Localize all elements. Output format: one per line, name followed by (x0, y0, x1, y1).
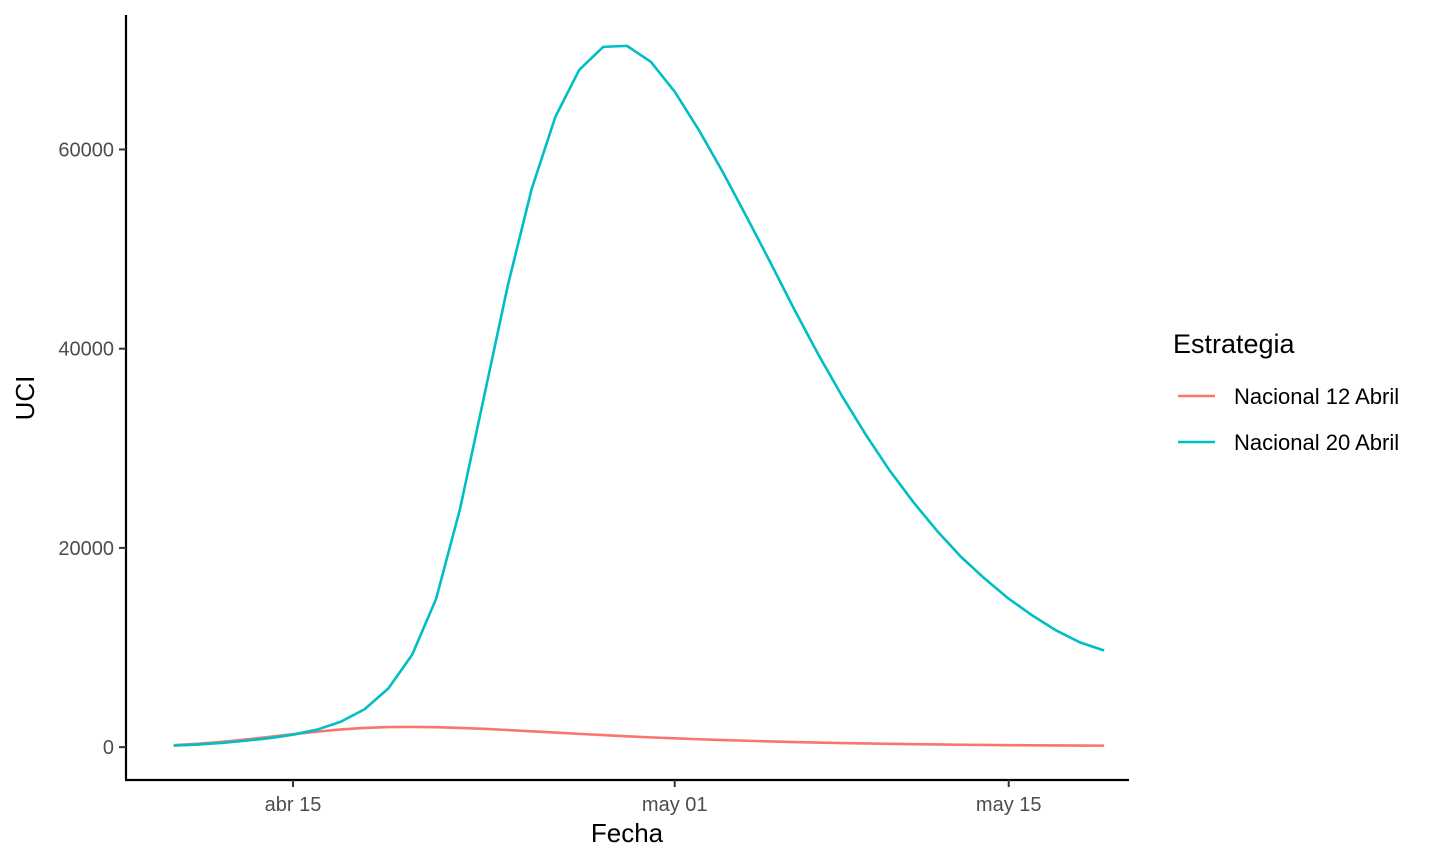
x-axis-ticks: abr 15 may 01 may 15 (265, 780, 1042, 816)
y-axis-ticks: 0 20000 40000 60000 (58, 139, 126, 759)
x-axis-title: Fecha (591, 818, 664, 848)
x-tick-label: may 15 (976, 794, 1042, 816)
legend-title: Estrategia (1173, 329, 1296, 359)
y-axis-title: UCI (10, 376, 40, 421)
legend-label-1: Nacional 12 Abril (1234, 384, 1399, 409)
y-tick-label: 20000 (58, 538, 114, 560)
legend: Estrategia Nacional 12 Abril Nacional 20 … (1173, 329, 1399, 455)
legend-items: Nacional 12 Abril Nacional 20 Abril (1178, 384, 1399, 455)
y-tick-label: 60000 (58, 139, 114, 161)
y-tick-label: 0 (103, 737, 114, 759)
legend-label-2: Nacional 20 Abril (1234, 430, 1399, 455)
series-line-1 (173, 725, 1105, 747)
x-tick-label: may 01 (642, 794, 708, 816)
x-tick-label: abr 15 (265, 794, 322, 816)
y-tick-label: 40000 (58, 339, 114, 361)
series-line-2 (173, 44, 1105, 747)
series-layer (173, 44, 1105, 747)
